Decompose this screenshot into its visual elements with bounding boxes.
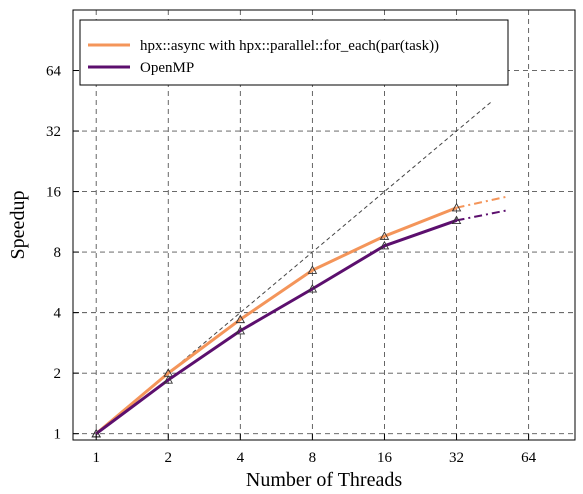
y-tick-label: 2	[54, 366, 62, 382]
series-marker-1	[163, 375, 174, 384]
y-tick-label: 16	[46, 185, 62, 201]
series-marker-0	[307, 265, 318, 274]
legend-label-1: OpenMP	[140, 60, 194, 76]
legend-box	[79, 19, 509, 86]
x-tick-label: 16	[377, 450, 393, 466]
y-tick-label: 32	[46, 124, 61, 140]
series-marker-1	[307, 283, 318, 293]
series-marker-0	[235, 314, 246, 324]
legend: hpx::async with hpx::parallel::for_each(…	[79, 19, 509, 86]
x-axis-title: Number of Threads	[246, 469, 402, 491]
legend-label-0: hpx::async with hpx::parallel::for_each(…	[140, 38, 439, 54]
series-marker-0	[379, 231, 390, 240]
series-marker-1	[379, 240, 390, 250]
series-layer	[91, 195, 508, 438]
y-tick-label: 8	[54, 245, 62, 261]
x-tick-label: 32	[449, 450, 464, 466]
x-tick-label: 2	[165, 450, 173, 466]
y-tick-label: 4	[54, 306, 62, 322]
series-marker-0	[451, 202, 462, 212]
x-tick-label: 8	[309, 450, 317, 466]
series-marker-1	[451, 215, 462, 225]
y-axis-title: Speedup	[7, 191, 29, 260]
series-line-0	[95, 206, 458, 435]
y-tick-label: 1	[54, 427, 62, 443]
series-marker-1	[235, 325, 246, 335]
x-tick-label: 1	[92, 450, 100, 466]
y-tick-label: 64	[46, 64, 62, 80]
plot-frame	[72, 9, 576, 441]
tick-layer: 1 2 4 8 16 32 64 1 2 4 8 16 32 64	[46, 64, 537, 466]
x-tick-label: 64	[521, 450, 537, 466]
series-extrapolation-1	[456, 209, 508, 222]
series-line-1	[95, 218, 458, 435]
x-tick-label: 4	[237, 450, 245, 466]
series-extrapolation-0	[456, 195, 508, 209]
